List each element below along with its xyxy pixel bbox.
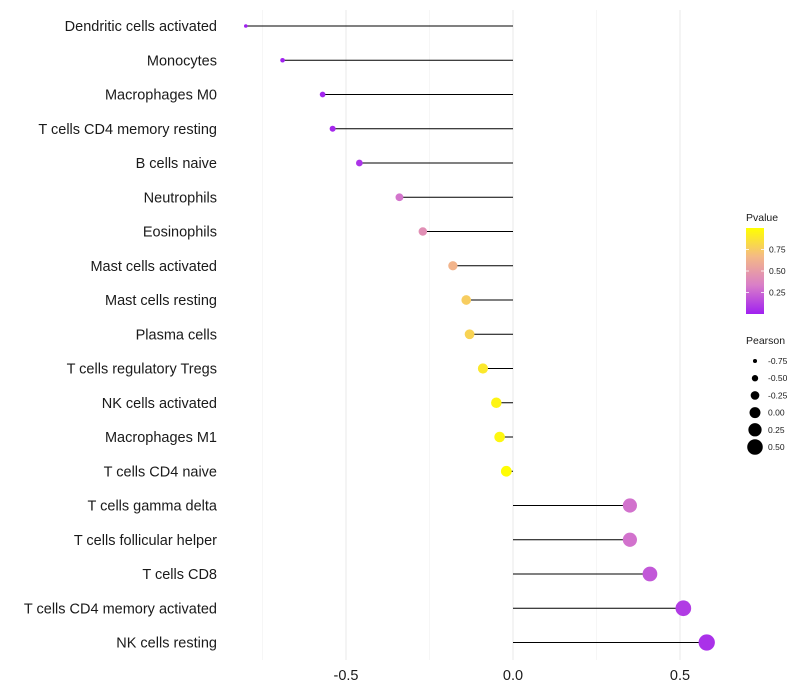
category-label: Dendritic cells activated: [65, 19, 217, 35]
pvalue-color-bar: [746, 228, 764, 314]
category-label: NK cells resting: [116, 636, 217, 652]
data-point: [280, 57, 285, 63]
pearson-size-key: [748, 423, 762, 437]
pearson-legend-label: -0.50: [768, 373, 788, 383]
category-label: T cells CD4 memory activated: [24, 601, 217, 617]
x-tick-label: 0.0: [503, 668, 523, 684]
category-label: T cells gamma delta: [88, 499, 218, 515]
category-label: Mast cells resting: [105, 293, 217, 309]
category-label: Macrophages M1: [105, 430, 217, 446]
pearson-size-key: [747, 439, 763, 455]
pearson-size-key: [751, 375, 759, 382]
category-label: T cells CD4 naive: [104, 464, 217, 480]
pvalue-legend: Pvalue 0.25 0.50 0.75: [746, 212, 786, 314]
category-label: T cells CD8: [142, 567, 217, 583]
pearson-size-key: [750, 391, 760, 400]
pearson-size-key: [749, 407, 761, 419]
data-point: [418, 227, 428, 236]
x-tick-label: -0.5: [334, 668, 359, 684]
lollipop-dots: [244, 24, 715, 651]
pearson-legend-label: -0.75: [768, 356, 788, 366]
data-point: [477, 363, 489, 374]
pearson-legend-label: 0.50: [768, 442, 785, 452]
grid-lines: [262, 10, 681, 660]
data-point: [494, 431, 505, 443]
data-point: [395, 193, 404, 202]
x-tick-label: 0.5: [670, 668, 690, 684]
data-point: [622, 498, 637, 513]
data-point: [622, 532, 637, 547]
pvalue-legend-label: 0.75: [769, 245, 786, 255]
lollipop-stems: [245, 25, 707, 643]
data-point: [464, 329, 475, 340]
data-point: [500, 465, 512, 477]
category-label: B cells naive: [136, 156, 217, 172]
category-label: Mast cells activated: [90, 259, 217, 275]
category-label: Eosinophils: [143, 225, 217, 241]
data-point: [448, 261, 458, 271]
data-point: [642, 566, 658, 582]
data-point: [244, 24, 248, 28]
data-point: [329, 125, 336, 132]
data-point: [356, 159, 363, 167]
x-axis-ticks: -0.5 0.0 0.5: [334, 668, 691, 684]
pearson-legend: Pearson -0.75 -0.50 -0.25 0.00 0.25 0.50: [746, 335, 788, 455]
pearson-legend-label: -0.25: [768, 390, 788, 400]
category-label: Neutrophils: [144, 190, 217, 206]
category-label: Plasma cells: [136, 327, 217, 343]
data-point: [698, 634, 715, 651]
category-label: T cells follicular helper: [74, 533, 217, 549]
pearson-legend-label: 0.00: [768, 408, 785, 418]
pearson-size-key: [752, 358, 758, 364]
pearson-legend-label: 0.25: [768, 425, 785, 435]
data-point: [461, 295, 472, 305]
data-point: [491, 397, 502, 408]
data-point: [319, 91, 326, 98]
category-labels: Dendritic cells activated Monocytes Macrop…: [24, 19, 218, 652]
category-label: Macrophages M0: [105, 88, 217, 104]
category-label: T cells CD4 memory resting: [38, 122, 217, 138]
category-label: NK cells activated: [102, 396, 217, 412]
category-label: T cells regulatory Tregs: [67, 362, 217, 378]
pvalue-legend-label: 0.50: [769, 266, 786, 276]
data-point: [675, 600, 692, 617]
pearson-legend-title: Pearson: [746, 335, 785, 347]
category-label: Monocytes: [147, 53, 217, 69]
pvalue-legend-title: Pvalue: [746, 212, 778, 224]
pvalue-legend-label: 0.25: [769, 288, 786, 298]
